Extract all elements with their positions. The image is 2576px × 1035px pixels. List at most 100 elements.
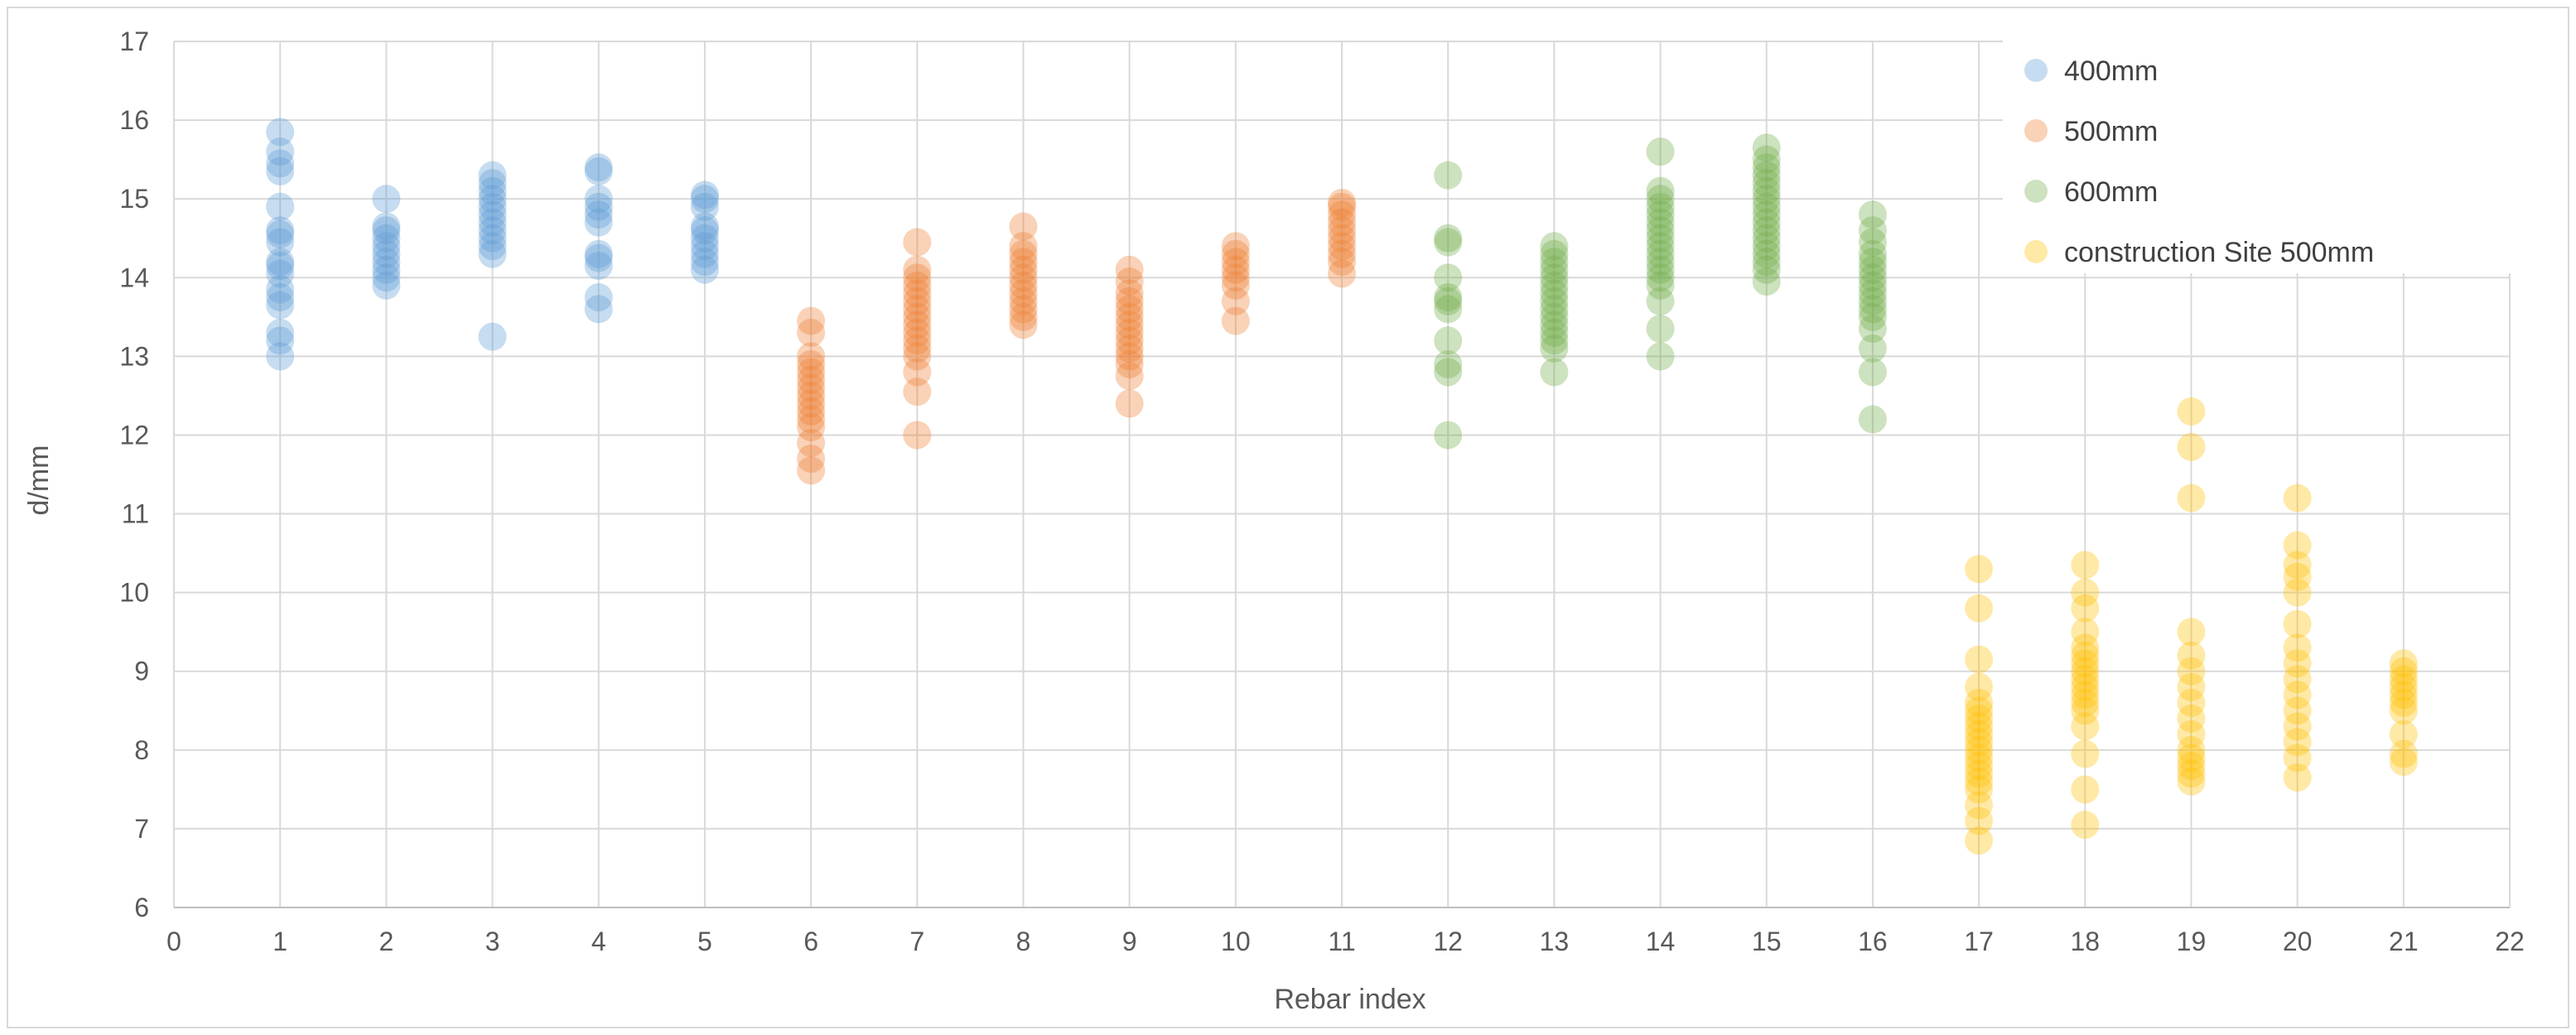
- data-point: [2177, 767, 2206, 796]
- data-point: [797, 306, 826, 335]
- data-point: [2071, 712, 2100, 741]
- data-point: [266, 192, 295, 221]
- data-point: [903, 310, 932, 339]
- data-point: [478, 208, 507, 237]
- data-point: [372, 224, 401, 253]
- data-point: [2283, 763, 2312, 792]
- y-tick-label: 12: [119, 420, 149, 450]
- data-point: [903, 279, 932, 308]
- data-point: [1540, 239, 1569, 268]
- data-point: [372, 239, 401, 268]
- data-point: [584, 252, 613, 281]
- data-point: [372, 255, 401, 284]
- data-point: [266, 149, 295, 178]
- x-tick-label: 9: [1122, 927, 1137, 956]
- data-point: [1858, 271, 1887, 300]
- data-point: [2283, 712, 2312, 741]
- data-point: [1115, 255, 1144, 284]
- data-point: [584, 243, 613, 272]
- data-point: [1009, 271, 1038, 300]
- data-point: [797, 389, 826, 418]
- data-point: [1328, 208, 1356, 237]
- data-point: [1858, 216, 1887, 245]
- data-point: [903, 302, 932, 331]
- data-point: [1858, 248, 1887, 277]
- data-point: [690, 239, 719, 268]
- x-tick-label: 22: [2495, 927, 2525, 956]
- data-point: [1540, 358, 1569, 387]
- data-point: [584, 156, 613, 185]
- x-tick-label: 19: [2177, 927, 2207, 956]
- data-point: [1646, 248, 1675, 277]
- data-point: [903, 421, 932, 450]
- data-point: [1752, 248, 1781, 277]
- data-point: [1540, 271, 1569, 300]
- data-point: [1434, 295, 1463, 324]
- data-point: [2071, 657, 2100, 686]
- data-point: [1009, 263, 1038, 292]
- data-point: [266, 291, 295, 320]
- data-point: [1752, 161, 1781, 190]
- data-point: [1115, 342, 1144, 371]
- data-point: [903, 358, 932, 387]
- x-tick-label: 13: [1540, 927, 1570, 956]
- legend-label: 600mm: [2064, 176, 2158, 208]
- x-tick-label: 16: [1858, 927, 1888, 956]
- y-tick-label: 10: [119, 578, 149, 608]
- data-point: [1858, 334, 1887, 363]
- data-point: [1646, 255, 1675, 284]
- data-point: [1752, 255, 1781, 284]
- data-point: [1540, 295, 1569, 324]
- data-point: [584, 185, 613, 214]
- data-point: [797, 456, 826, 485]
- data-point: [1009, 310, 1038, 339]
- data-point: [797, 365, 826, 394]
- data-point: [478, 161, 507, 190]
- data-point: [1752, 185, 1781, 214]
- x-tick-label: 10: [1221, 927, 1251, 956]
- data-point: [2071, 551, 2100, 580]
- data-point: [1752, 176, 1781, 205]
- data-point: [2071, 739, 2100, 768]
- data-point: [1434, 228, 1463, 257]
- x-tick-label: 1: [273, 927, 287, 956]
- data-point: [1221, 239, 1250, 268]
- data-point: [1115, 318, 1144, 347]
- data-point: [2071, 641, 2100, 670]
- data-point: [266, 228, 295, 257]
- data-point: [1115, 334, 1144, 363]
- data-point: [1009, 286, 1038, 315]
- data-point: [266, 318, 295, 347]
- data-point: [1540, 326, 1569, 355]
- data-point: [1646, 239, 1675, 268]
- data-point: [1965, 826, 1994, 855]
- data-point: [2283, 681, 2312, 710]
- legend-background: [2003, 25, 2516, 273]
- y-tick-label: 9: [134, 657, 149, 686]
- data-point: [1115, 389, 1144, 418]
- x-tick-label: 15: [1752, 927, 1782, 956]
- data-point: [266, 156, 295, 185]
- data-point: [2389, 688, 2418, 717]
- data-point: [903, 271, 932, 300]
- data-point: [1009, 279, 1038, 308]
- data-point: [1328, 224, 1356, 253]
- data-point: [1009, 232, 1038, 261]
- data-point: [1434, 224, 1463, 253]
- x-tick-label: 2: [379, 927, 393, 956]
- data-point: [903, 228, 932, 257]
- data-point: [1009, 239, 1038, 268]
- data-point: [266, 259, 295, 288]
- data-point: [797, 412, 826, 441]
- data-point: [903, 318, 932, 347]
- legend-marker: [2024, 240, 2048, 263]
- data-point: [478, 239, 507, 268]
- data-point: [1540, 248, 1569, 277]
- data-point: [266, 326, 295, 355]
- data-point: [266, 252, 295, 281]
- data-point: [2071, 578, 2100, 607]
- data-point: [1540, 255, 1569, 284]
- data-point: [797, 358, 826, 387]
- data-point: [372, 232, 401, 261]
- data-point: [1965, 735, 1994, 764]
